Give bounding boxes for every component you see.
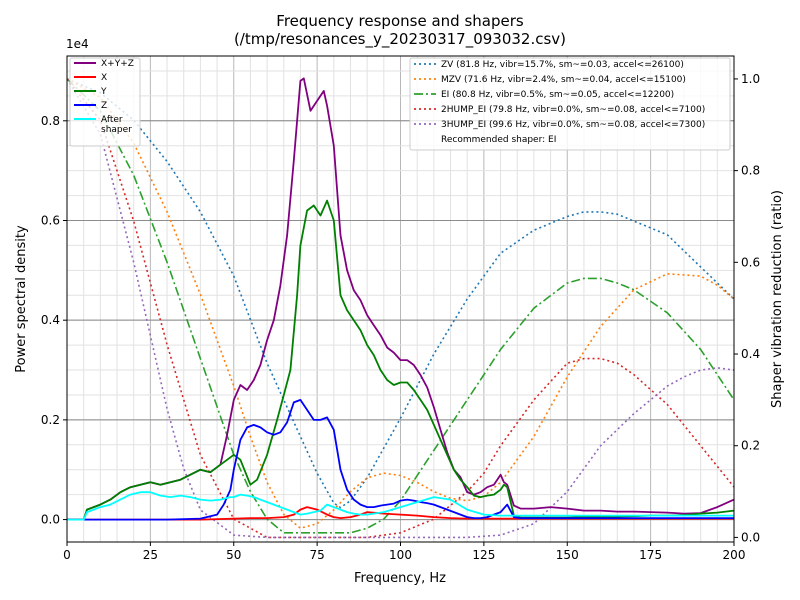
shaper-curves — [66, 78, 735, 539]
y2-tick-label: 0.6 — [741, 255, 760, 269]
y-tick-label: 0.0 — [41, 513, 60, 527]
legend-label: ZV (81.8 Hz, vibr=15.7%, sm~=0.03, accel… — [441, 60, 684, 70]
series-line — [66, 78, 735, 509]
x-tick-label: 25 — [143, 548, 158, 562]
recommended-shaper-text: Recommended shaper: EI — [441, 135, 556, 145]
legend-label: MZV (71.6 Hz, vibr=2.4%, sm~=0.04, accel… — [441, 75, 686, 85]
y-offset-label: 1e4 — [66, 37, 89, 51]
y-tick-label: 0.4 — [41, 313, 60, 327]
psd-curves — [67, 77, 735, 521]
y-axis-right: 0.0 0.2 0.4 0.6 0.8 1.0 — [734, 72, 760, 544]
x-tick-label: 100 — [389, 548, 412, 562]
y2-tick-label: 0.2 — [741, 439, 760, 453]
x-tick-label: 150 — [556, 548, 579, 562]
x-tick-label: 125 — [472, 548, 495, 562]
y2-tick-label: 0.8 — [741, 164, 760, 178]
legend-label: Z — [101, 101, 107, 111]
y-tick-label: 0.8 — [41, 114, 60, 128]
x-tick-label: 200 — [723, 548, 746, 562]
legend-label: After — [101, 115, 123, 125]
legend-label: X — [101, 73, 107, 83]
legend-label: EI (80.8 Hz, vibr=0.5%, sm~=0.05, accel<… — [441, 90, 674, 100]
y-tick-label: 0.2 — [41, 413, 60, 427]
series-line — [67, 491, 734, 521]
series-line — [67, 398, 734, 521]
series-line — [66, 78, 735, 530]
x-axis: 0 25 50 75 100 125 150 175 200 — [63, 542, 745, 562]
y-axis-left: 0.0 0.2 0.4 0.6 0.8 — [41, 114, 67, 527]
y2-axis-label: Shaper vibration reduction (ratio) — [770, 190, 785, 408]
x-tick-label: 50 — [226, 548, 241, 562]
series-line — [66, 78, 735, 534]
legend-label: Y — [100, 87, 107, 97]
y2-tick-label: 0.4 — [741, 347, 760, 361]
x-axis-label: Frequency, Hz — [354, 571, 446, 586]
legend-label: shaper — [101, 125, 132, 135]
x-tick-label: 75 — [309, 548, 324, 562]
x-tick-label: 175 — [639, 548, 662, 562]
legend-label: 2HUMP_EI (79.8 Hz, vibr=0.0%, sm~=0.08, … — [441, 105, 705, 115]
chart-subtitle: (/tmp/resonances_y_20230317_093032.csv) — [234, 30, 566, 49]
x-tick-label: 0 — [63, 548, 71, 562]
chart-title: Frequency response and shapers — [276, 12, 524, 30]
legend-shapers: ZV (81.8 Hz, vibr=15.7%, sm~=0.03, accel… — [409, 57, 731, 151]
legend-label: 3HUMP_EI (99.6 Hz, vibr=0.0%, sm~=0.08, … — [441, 120, 705, 130]
y2-tick-label: 1.0 — [741, 72, 760, 86]
legend-label: X+Y+Z — [101, 59, 134, 69]
y-axis-label: Power spectral density — [14, 225, 29, 373]
y2-tick-label: 0.0 — [741, 530, 760, 544]
y-tick-label: 0.6 — [41, 213, 60, 227]
